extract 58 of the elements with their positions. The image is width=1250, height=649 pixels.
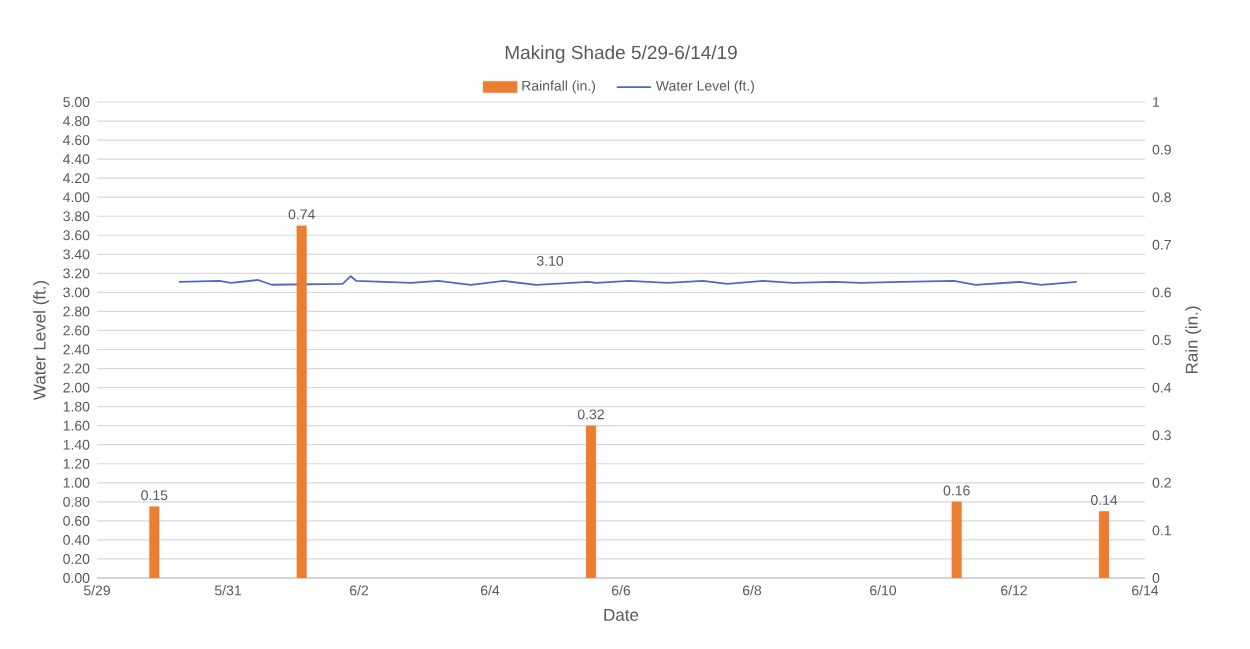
chart-title: Making Shade 5/29-6/14/19 [505,45,737,63]
legend-label: Rainfall (in.) [522,80,596,94]
x-axis-title: Date [604,609,639,621]
y-tick-label: 3.60 [63,230,90,241]
data-label: 0.74 [288,209,315,220]
y2-axis-title: Rain (in.) [1185,306,1202,374]
y-tick-label: 4.60 [63,135,90,146]
y-tick-label: 3.40 [63,249,90,260]
legend-label: Water Level (ft.) [655,80,755,94]
x-tick-label: 6/2 [350,585,369,596]
y-tick-label: 0.60 [63,515,90,526]
y-tick-label: 2.80 [63,306,90,317]
x-tick-label: 6/12 [1001,585,1027,596]
y-tick-label: 2.20 [63,363,90,374]
y-tick-label: 0.80 [63,496,90,507]
data-label: 0.15 [141,490,168,501]
y-tick-label: 0.40 [63,534,90,545]
x-tick-label: 6/4 [481,585,500,596]
annotation: 3.10 [536,255,564,266]
y2-tick-label: 0.2 [1152,477,1171,488]
y2-tick-label: 1 [1153,97,1160,107]
y2-tick-label: 0.8 [1152,192,1171,203]
y-tick-label: 4.80 [63,116,90,126]
y-tick-label: 1.60 [63,420,90,431]
y-tick-label: 0.00 [63,573,90,583]
y-tick-label: 1.20 [63,458,90,469]
x-tick-label: 6/10 [870,585,897,596]
y-tick-label: 3.20 [63,268,90,279]
y-axis-title: Water Level (ft.) [33,280,49,401]
x-tick-label: 5/31 [214,585,241,596]
y2-tick-label: 0.5 [1152,335,1171,345]
y-tick-label: 1.40 [63,439,90,450]
y-tick-label: 2.00 [63,382,90,393]
y2-tick-label: 0.6 [1152,287,1171,298]
y2-tick-label: 0.7 [1152,239,1171,250]
y-tick-label: 1.00 [63,477,90,488]
y-tick-label: 5.00 [63,97,90,107]
x-tick-label: 6/8 [742,585,762,596]
y-tick-label: 4.00 [63,192,90,203]
y-tick-label: 1.80 [63,401,90,412]
y-tick-label: 0.20 [63,554,90,564]
y-tick-label: 3.00 [63,287,90,298]
y2-tick-label: 0.4 [1152,382,1172,393]
x-tick-label: 5/29 [83,585,110,596]
y-tick-label: 4.20 [63,173,90,184]
y2-tick-label: 0.9 [1152,144,1171,155]
y-tick-label: 2.60 [63,325,90,336]
y2-tick-label: 0 [1152,573,1160,583]
data-label: 0.32 [577,409,604,420]
data-label: 0.14 [1090,495,1118,505]
x-tick-label: 6/6 [611,585,631,596]
y2-tick-label: 0.3 [1152,430,1171,441]
y-tick-label: 4.40 [63,154,90,165]
data-label: 0.16 [943,485,970,496]
x-tick-label: 6/14 [1132,585,1159,596]
y2-tick-label: 0.1 [1152,525,1171,536]
y-tick-label: 3.80 [63,211,90,222]
y-tick-label: 2.40 [63,344,90,355]
